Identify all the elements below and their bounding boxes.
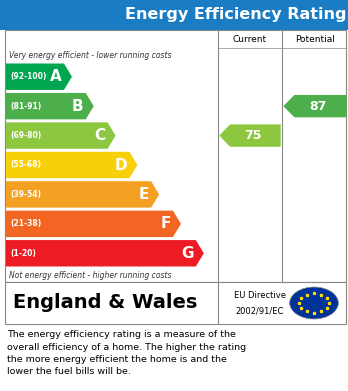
Text: Current: Current (233, 34, 267, 43)
Polygon shape (6, 240, 204, 267)
Bar (0, 0, 348, 30)
Text: (1-20): (1-20) (10, 249, 36, 258)
Text: 2002/91/EC: 2002/91/EC (236, 306, 284, 315)
Text: C: C (94, 128, 105, 143)
Text: Energy Efficiency Rating: Energy Efficiency Rating (125, 7, 347, 23)
Polygon shape (6, 63, 72, 90)
Polygon shape (283, 95, 347, 117)
Text: G: G (181, 246, 194, 261)
Text: F: F (160, 216, 171, 231)
Text: England & Wales: England & Wales (13, 294, 197, 312)
Text: (21-38): (21-38) (10, 219, 41, 228)
Text: 75: 75 (244, 129, 262, 142)
Text: (55-68): (55-68) (10, 160, 41, 170)
Text: EU Directive: EU Directive (234, 291, 286, 300)
Text: Potential: Potential (295, 34, 335, 43)
Text: Not energy efficient - higher running costs: Not energy efficient - higher running co… (9, 271, 172, 280)
Polygon shape (6, 181, 159, 208)
Polygon shape (6, 211, 181, 237)
Bar (5, 282, 346, 324)
Text: (81-91): (81-91) (10, 102, 41, 111)
Text: D: D (115, 158, 127, 172)
Bar (5, 30, 346, 282)
Text: A: A (50, 69, 62, 84)
Polygon shape (219, 124, 281, 147)
Text: 87: 87 (309, 100, 327, 113)
Polygon shape (6, 152, 137, 178)
Text: The energy efficiency rating is a measure of the
overall efficiency of a home. T: The energy efficiency rating is a measur… (7, 330, 246, 377)
Text: (92-100): (92-100) (10, 72, 46, 81)
Text: (69-80): (69-80) (10, 131, 41, 140)
Polygon shape (6, 93, 94, 119)
Text: Very energy efficient - lower running costs: Very energy efficient - lower running co… (9, 50, 172, 59)
Polygon shape (6, 122, 116, 149)
Text: E: E (139, 187, 149, 202)
Text: B: B (72, 99, 84, 114)
Ellipse shape (290, 287, 338, 319)
Text: (39-54): (39-54) (10, 190, 41, 199)
